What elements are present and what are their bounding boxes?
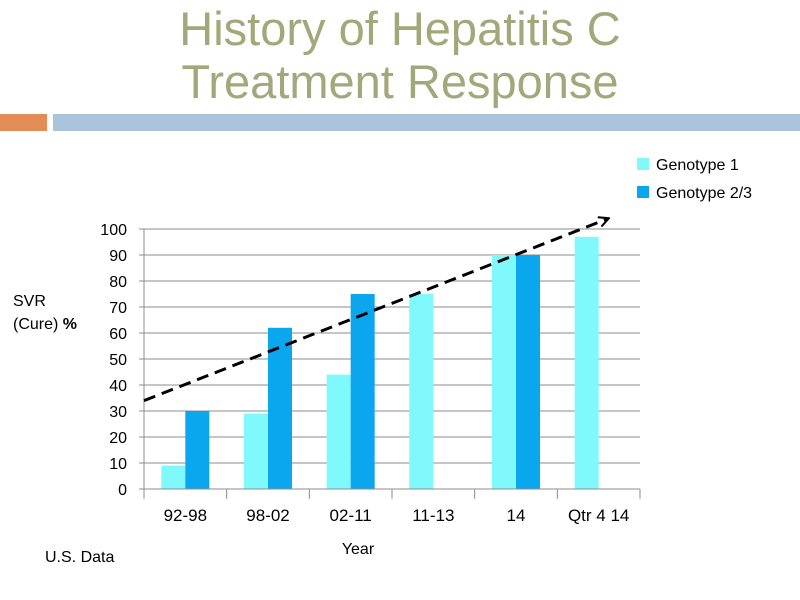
y-tick-label: 40	[109, 378, 127, 395]
x-axis-title: Year	[342, 541, 375, 558]
bar-genotype-2-3	[350, 294, 375, 489]
x-tick-label: 02-11	[330, 506, 372, 525]
legend-label-genotype-2-3: Genotype 2/3	[656, 185, 752, 202]
bar-genotype-1	[574, 236, 599, 489]
bar-genotype-2-3	[185, 411, 210, 489]
trend-arrow	[143, 219, 608, 402]
y-tick-label: 90	[109, 248, 127, 265]
x-tick-label: 98-02	[246, 506, 289, 525]
y-tick-label: 10	[109, 456, 127, 473]
y-axis-title-line-2: (Cure) %	[13, 316, 77, 333]
bar-genotype-1	[244, 413, 268, 489]
title-accent-bar-orange	[0, 114, 47, 131]
y-tick-label: 0	[118, 482, 127, 499]
legend-label-genotype-1: Genotype 1	[656, 157, 739, 174]
bar-genotype-2-3	[268, 327, 292, 489]
bar-genotype-1	[326, 374, 351, 489]
title-line-1: History of Hepatitis C	[179, 2, 621, 55]
x-tick-label: 11-13	[412, 506, 454, 525]
bar-genotype-1	[409, 294, 434, 489]
y-tick-label: 60	[109, 326, 127, 343]
y-tick-label: 80	[109, 274, 127, 291]
slide-title: History of Hepatitis C Treatment Respons…	[0, 2, 800, 108]
y-tick-label: 100	[100, 222, 127, 239]
bar-genotype-1	[492, 255, 516, 489]
y-axis-title-line-1: SVR	[13, 293, 46, 310]
x-tick-label: 14	[507, 506, 526, 525]
bar-genotype-2-3	[516, 255, 540, 489]
title-accent-bar-blue	[53, 114, 800, 131]
legend-swatch-genotype-2-3	[637, 186, 649, 198]
y-tick-label: 30	[109, 404, 127, 421]
y-tick-label: 20	[109, 430, 127, 447]
y-tick-label: 50	[109, 352, 127, 369]
y-tick-label: 70	[109, 300, 127, 317]
title-line-2: Treatment Response	[181, 55, 619, 108]
x-tick-label: 92-98	[164, 506, 207, 525]
legend-swatch-genotype-1	[637, 158, 649, 170]
bar-genotype-1	[161, 465, 186, 489]
footer-note: U.S. Data	[45, 549, 115, 566]
x-tick-label: Qtr 4 14	[568, 506, 629, 525]
